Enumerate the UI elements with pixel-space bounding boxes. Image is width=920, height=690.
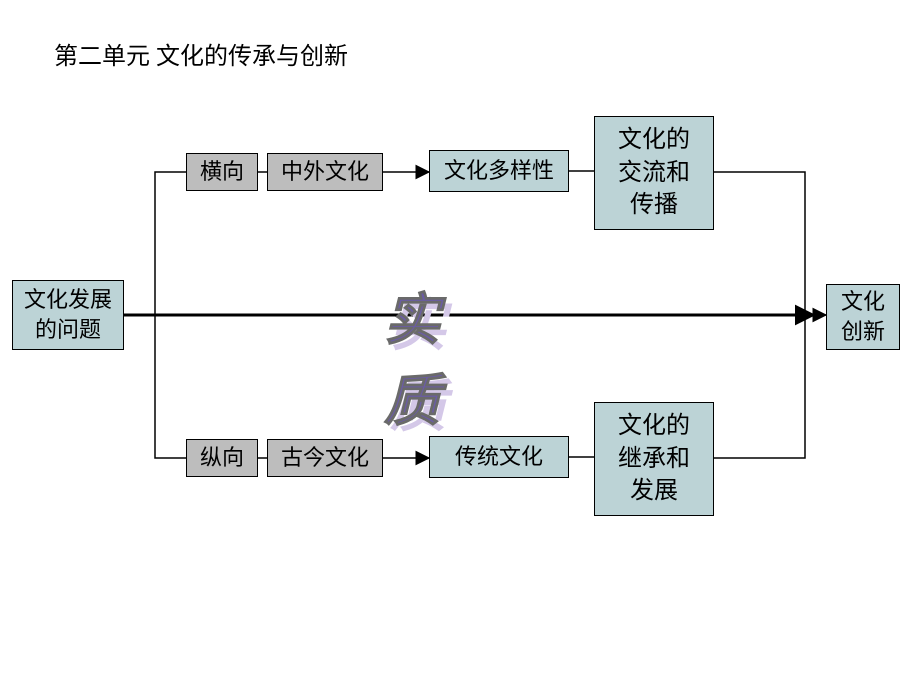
node-start: 文化发展 的问题 xyxy=(12,280,124,350)
connector-layer xyxy=(0,0,920,690)
page-title: 第二单元 文化的传承与创新 xyxy=(54,36,348,71)
wordart-main: 实质 xyxy=(384,275,440,437)
node-h-label: 横向 xyxy=(186,153,258,191)
node-v-label: 纵向 xyxy=(186,439,258,477)
node-end: 文化 创新 xyxy=(826,284,900,350)
node-v-big: 文化的 继承和 发展 xyxy=(594,402,714,516)
node-h-mid: 文化多样性 xyxy=(429,150,569,192)
node-v-cat: 古今文化 xyxy=(267,439,383,477)
node-h-cat: 中外文化 xyxy=(267,153,383,191)
node-h-big: 文化的 交流和 传播 xyxy=(594,116,714,230)
node-v-mid: 传统文化 xyxy=(429,436,569,478)
